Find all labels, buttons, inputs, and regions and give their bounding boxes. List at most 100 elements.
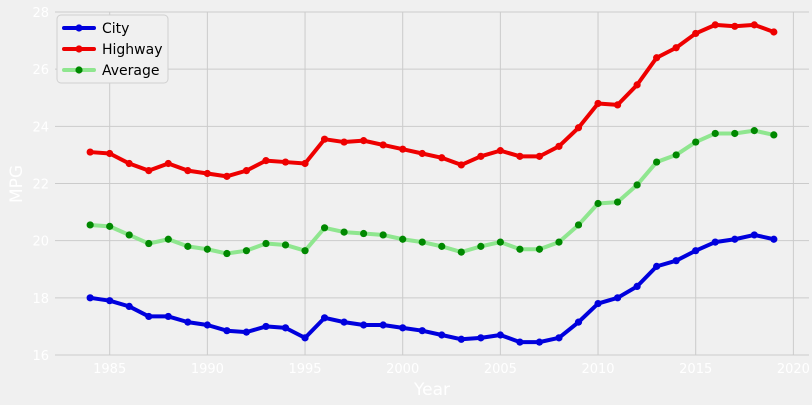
data-point-city: [535, 338, 544, 346]
data-point-highway: [574, 124, 583, 132]
data-point-average: [242, 247, 251, 255]
grid: [55, 11, 809, 356]
data-point-highway: [633, 81, 641, 89]
legend: City Highway Average: [56, 14, 169, 84]
data-point-highway: [477, 152, 485, 160]
data-point-highway: [242, 167, 251, 175]
data-point-city: [653, 262, 661, 270]
data-point-highway: [457, 161, 465, 169]
data-point-highway: [653, 54, 661, 62]
data-point-average: [672, 151, 680, 159]
data-point-average: [594, 199, 602, 208]
data-point-highway: [86, 148, 94, 156]
data-point-highway: [750, 21, 758, 29]
legend-label-highway: Highway: [102, 42, 163, 58]
data-point-highway: [301, 159, 309, 168]
series-layer: [86, 21, 778, 346]
data-point-highway: [379, 141, 387, 149]
data-point-city: [711, 238, 719, 246]
data-point-average: [653, 158, 661, 166]
data-point-average: [320, 224, 329, 232]
data-point-city: [281, 324, 290, 332]
data-point-average: [125, 231, 133, 239]
data-point-highway: [223, 172, 231, 180]
data-point-city: [223, 327, 231, 335]
x-tick-label: 1995: [288, 362, 321, 377]
data-point-city: [496, 331, 504, 339]
data-point-average: [164, 235, 172, 243]
x-tick-label: 1985: [93, 362, 126, 377]
data-point-city: [594, 299, 602, 308]
y-tick-label: 28: [32, 6, 49, 21]
x-tick-label: 2020: [777, 362, 810, 377]
data-point-city: [555, 334, 563, 342]
y-tick-label: 26: [32, 63, 49, 78]
data-point-average: [438, 242, 446, 250]
data-point-average: [613, 198, 622, 206]
data-point-highway: [711, 21, 719, 29]
data-point-highway: [340, 138, 348, 146]
x-tick-label: 2015: [679, 362, 712, 377]
data-point-city: [574, 318, 583, 326]
data-point-city: [672, 257, 680, 265]
data-point-city: [242, 328, 251, 336]
data-point-city: [613, 294, 622, 302]
data-point-highway: [399, 145, 407, 153]
data-point-average: [750, 127, 758, 135]
data-point-average: [711, 129, 719, 138]
data-point-highway: [613, 101, 622, 109]
y-tick-label: 18: [32, 292, 49, 307]
data-point-highway: [731, 22, 739, 30]
data-point-highway: [672, 44, 680, 52]
data-point-average: [262, 239, 270, 248]
x-tick-label: 2000: [386, 362, 419, 377]
data-point-city: [145, 312, 153, 321]
x-axis-title: Year: [413, 380, 450, 400]
data-point-highway: [594, 99, 602, 108]
data-point-highway: [770, 28, 778, 36]
y-axis-ticks: 16 18 20 22 24 26 28: [32, 6, 49, 364]
data-point-average: [223, 249, 231, 258]
data-point-city: [106, 297, 114, 305]
data-point-city: [340, 318, 348, 326]
data-point-average: [496, 238, 504, 246]
data-point-city: [418, 327, 426, 335]
data-point-average: [86, 221, 94, 229]
legend-marker-city: [75, 24, 83, 32]
data-point-average: [770, 131, 778, 139]
data-point-highway: [203, 169, 211, 178]
data-point-average: [516, 245, 524, 253]
data-point-city: [320, 314, 329, 322]
data-point-average: [340, 228, 348, 236]
data-point-highway: [692, 29, 700, 38]
legend-label-average: Average: [102, 63, 160, 79]
data-point-average: [203, 245, 211, 253]
data-point-average: [379, 231, 387, 239]
series-highway: [86, 21, 778, 180]
data-point-average: [418, 238, 426, 246]
legend-box: [56, 14, 169, 84]
data-point-city: [438, 331, 446, 339]
data-point-highway: [418, 149, 426, 158]
data-point-city: [477, 334, 485, 342]
data-point-average: [555, 238, 563, 246]
x-tick-label: 2005: [484, 362, 517, 377]
data-point-city: [86, 294, 94, 302]
data-point-highway: [281, 158, 290, 166]
x-tick-label: 1990: [191, 362, 224, 377]
data-point-highway: [125, 159, 133, 168]
data-point-average: [574, 221, 583, 229]
data-point-city: [399, 324, 407, 332]
data-point-average: [399, 235, 407, 243]
y-tick-label: 16: [32, 349, 49, 364]
data-point-city: [184, 318, 192, 326]
data-point-highway: [184, 167, 192, 175]
data-point-city: [692, 247, 700, 255]
data-point-average: [360, 229, 368, 238]
data-point-highway: [106, 149, 114, 158]
data-point-city: [379, 321, 387, 329]
data-point-city: [262, 322, 270, 331]
data-point-average: [457, 248, 465, 256]
data-point-city: [457, 335, 465, 343]
